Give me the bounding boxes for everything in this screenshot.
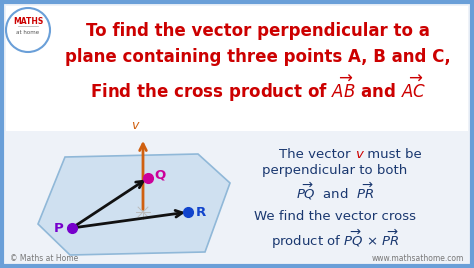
Text: $v$: $v$ (355, 148, 365, 161)
FancyBboxPatch shape (2, 2, 472, 266)
Text: must be: must be (363, 148, 422, 161)
Text: To find the vector perpendicular to a: To find the vector perpendicular to a (86, 22, 430, 40)
Text: R: R (196, 207, 206, 219)
FancyBboxPatch shape (6, 6, 468, 131)
Text: perpendicular to both: perpendicular to both (263, 164, 408, 177)
Text: © Maths at Home: © Maths at Home (10, 254, 78, 263)
Text: at home: at home (17, 29, 39, 35)
Text: www.mathsathome.com: www.mathsathome.com (372, 254, 464, 263)
Text: The vector: The vector (279, 148, 355, 161)
Text: P: P (54, 222, 64, 236)
Polygon shape (38, 154, 230, 255)
Text: $\overrightarrow{PQ}$  and  $\overrightarrow{PR}$: $\overrightarrow{PQ}$ and $\overrightarr… (296, 181, 374, 202)
Text: Q: Q (155, 169, 165, 181)
Text: MATHS: MATHS (13, 17, 43, 27)
Text: product of $\overrightarrow{PQ}$ $\times$ $\overrightarrow{PR}$: product of $\overrightarrow{PQ}$ $\times… (271, 228, 399, 251)
Text: Find the cross product of $\overrightarrow{AB}$ and $\overrightarrow{AC}$: Find the cross product of $\overrightarr… (90, 74, 426, 104)
Text: plane containing three points A, B and C,: plane containing three points A, B and C… (65, 48, 451, 66)
Text: We find the vector cross: We find the vector cross (254, 210, 416, 223)
Text: $v$: $v$ (131, 119, 141, 132)
Wedge shape (6, 8, 50, 52)
